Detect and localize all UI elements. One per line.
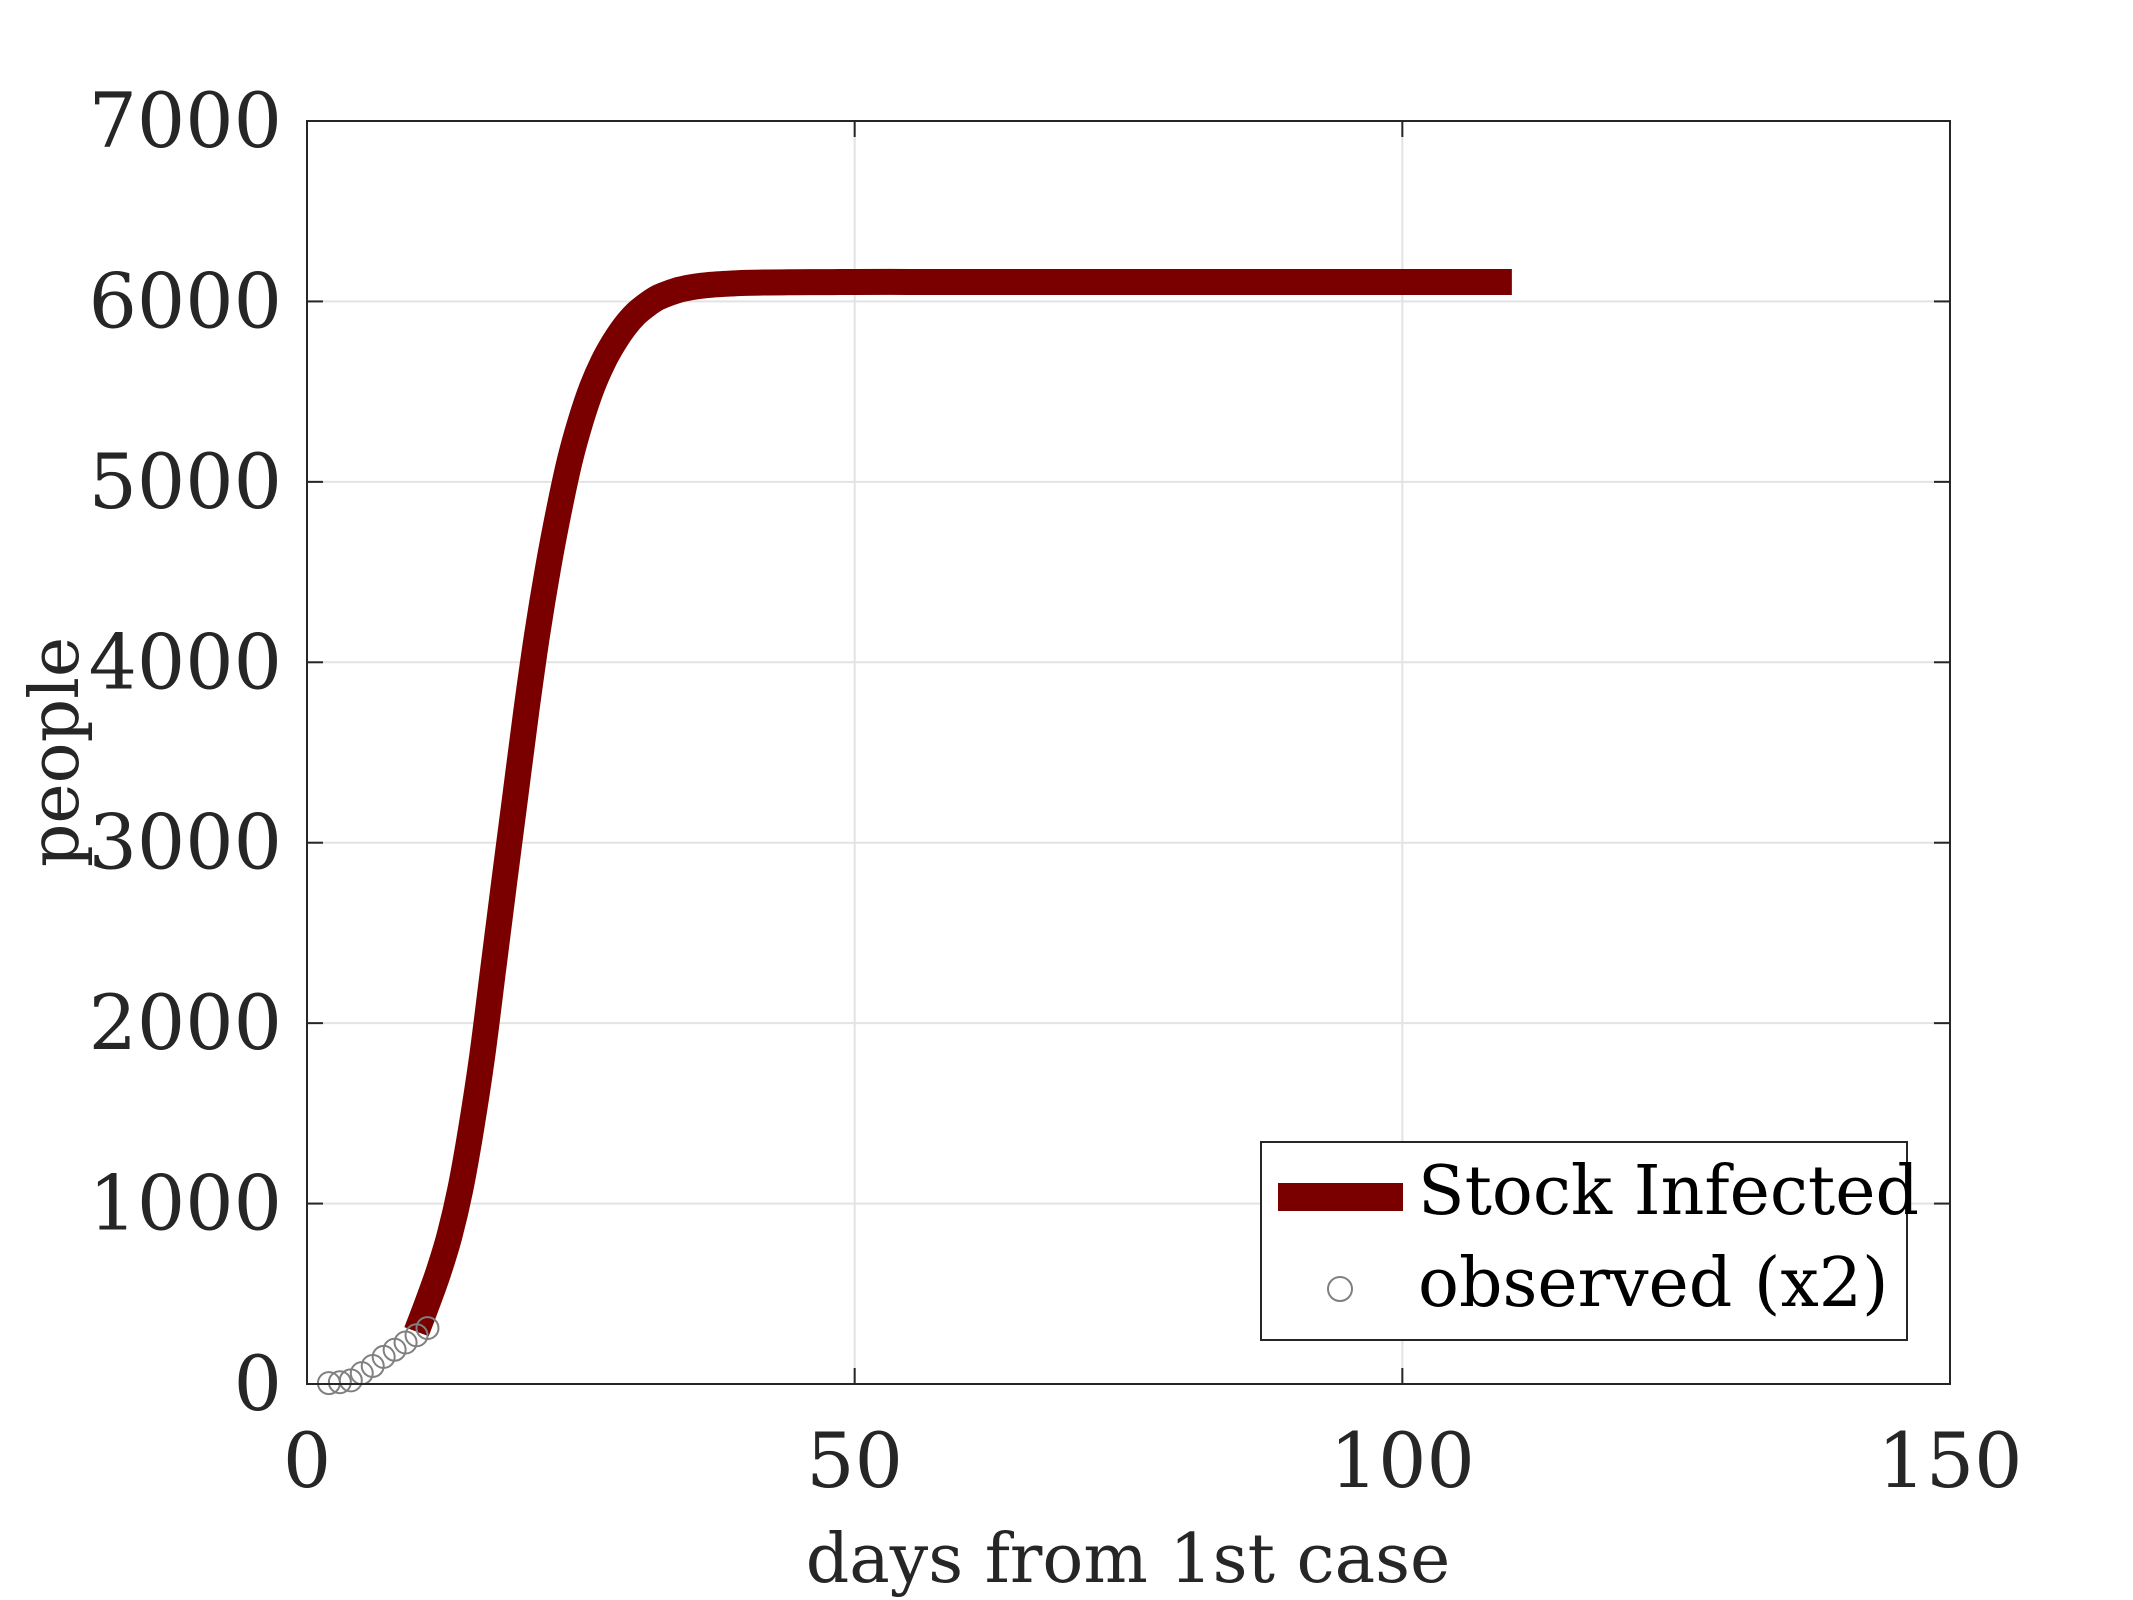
axes-box [306, 120, 1951, 1385]
y-tick-label: 0 [234, 1339, 282, 1428]
tick-labels: 0 50 100 150 0 1000 2000 3000 4000 5000 6000 7000 [89, 76, 2023, 1505]
y-tick-label: 5000 [89, 437, 282, 526]
y-tick-label: 7000 [89, 76, 282, 165]
y-tick-label: 3000 [89, 798, 282, 887]
observed-point [415, 1316, 440, 1341]
y-tick-label: 6000 [89, 256, 282, 345]
x-tick-label: 50 [806, 1416, 903, 1505]
legend-label-stock-infected: Stock Infected [1418, 1152, 1919, 1231]
x-tick-label: 0 [283, 1416, 331, 1505]
legend: Stock Infected observed (x2) [1260, 1141, 1919, 1341]
y-tick-label: 4000 [89, 617, 282, 706]
observed-point [327, 1370, 352, 1395]
x-tick-label: 100 [1330, 1416, 1475, 1505]
plot-series [316, 268, 1512, 1396]
y-tick-label: 1000 [89, 1159, 282, 1248]
y-tick-label: 2000 [89, 978, 282, 1067]
x-tick-label: 150 [1877, 1416, 2022, 1505]
legend-label-observed: observed (x2) [1418, 1244, 1889, 1323]
legend-box [1260, 1141, 1908, 1341]
x-axis-label: days from 1st case [806, 1520, 1451, 1599]
series-line-stock-infected [404, 268, 1512, 1337]
y-axis-label: people [16, 637, 95, 867]
legend-swatch-observed [1327, 1276, 1353, 1302]
